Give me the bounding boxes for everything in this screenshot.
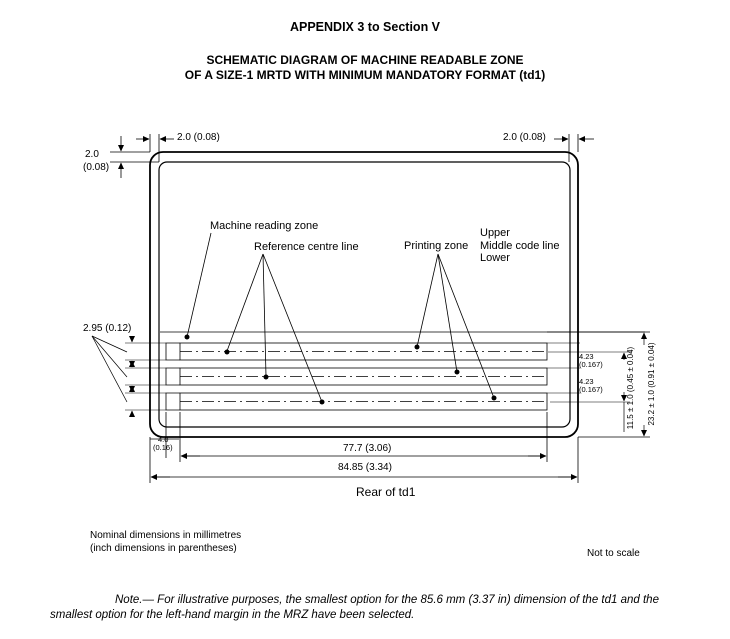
print-width-dimension: 77.7 (3.06) [343, 443, 392, 454]
card-outer-outline [149, 151, 579, 438]
nominal-dimensions-line-2: (inch dimensions in parentheses) [90, 543, 237, 554]
not-to-scale-label: Not to scale [587, 548, 640, 559]
zone-height-outer-dimension: 23.2 ± 1.0 (0.91 ± 0.04) [647, 342, 656, 426]
zone-height-inner-dimension: 11.5 ± 1.0 (0.45 ± 0.04) [626, 346, 635, 430]
reference-centre-line-label: Reference centre line [254, 241, 359, 253]
lower-label: Lower [480, 252, 510, 264]
appendix-heading: APPENDIX 3 to Section V [289, 20, 441, 34]
diagram-title-line-2: OF A SIZE-1 MRTD WITH MINIMUM MANDATORY … [184, 68, 546, 82]
nominal-dimensions-line-1: Nominal dimensions in millimetres [90, 530, 242, 541]
diagram-title-line-1: SCHEMATIC DIAGRAM OF MACHINE READABLE ZO… [206, 53, 524, 67]
card-width-dimension: 84.85 (3.34) [338, 462, 392, 473]
top-right-margin-dimension: 2.0 (0.08) [503, 132, 546, 143]
diagram-caption: Rear of td1 [356, 485, 416, 499]
upper-label: Upper [480, 227, 510, 239]
machine-reading-zone-dot [184, 334, 190, 340]
line-height-dimension: 2.95 (0.12) [83, 323, 132, 334]
side-margin-value: 2.0 [85, 149, 99, 160]
side-margin-inch: (0.08) [83, 162, 110, 173]
note-line-1: Note.— For illustrative purposes, the sm… [115, 594, 659, 606]
card-inner-outline [158, 161, 571, 428]
line-spacing-1-inch: (0.167) [579, 360, 603, 369]
left-margin-inch: (0.16) [153, 443, 173, 452]
printing-zone-label: Printing zone [404, 240, 469, 252]
line-spacing-2-value: 4.23 [579, 377, 594, 386]
line-spacing-1-value: 4.23 [579, 352, 594, 361]
line-spacing-2-inch: (0.167) [579, 385, 603, 394]
note-line-2: smallest option for the left-hand margin… [50, 609, 415, 621]
machine-reading-zone-label: Machine reading zone [210, 220, 319, 232]
left-margin-value: 4.0 [158, 435, 169, 444]
middle-code-line-label: Middle code line [480, 240, 560, 252]
top-left-margin-dimension: 2.0 (0.08) [177, 132, 220, 143]
